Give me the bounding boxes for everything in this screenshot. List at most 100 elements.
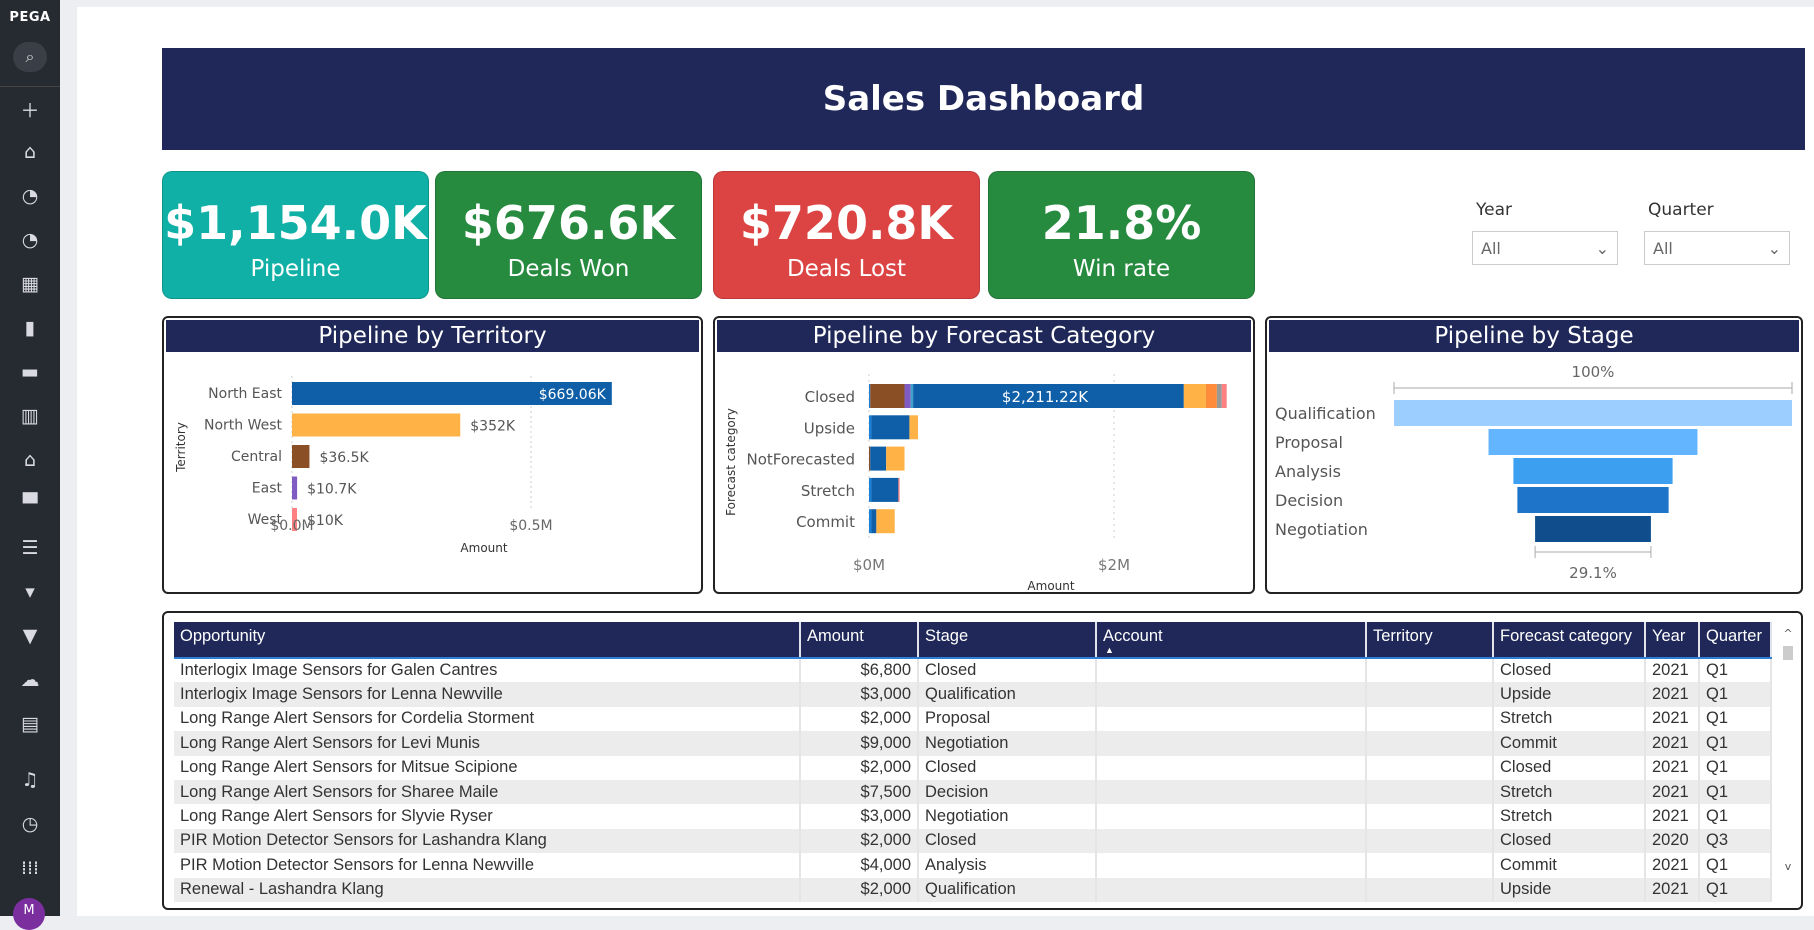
table-cell [1366,706,1494,732]
table-cell: Q1 [1699,731,1772,756]
quarter-dropdown-value: All [1653,239,1673,258]
funnel-icon[interactable]: ▼ [22,625,38,647]
category-label: Upside [804,419,855,437]
table-row[interactable]: PIR Motion Detector Sensors for Lenna Ne… [174,853,1772,878]
y-axis-title: Territory [174,422,188,473]
table-cell: Closed [918,755,1097,780]
scroll-up-icon[interactable]: ^ [1783,627,1793,640]
table-cell: Stretch [1493,706,1646,732]
buildings-icon[interactable]: ▥ [21,405,39,427]
weather-icon[interactable]: ☁ [20,669,40,691]
table-cell: Closed [1493,828,1646,854]
table-cell: Closed [918,658,1097,683]
table-row[interactable]: Long Range Alert Sensors for Sharee Mail… [174,779,1772,805]
folder-icon[interactable]: ▀ [22,493,38,515]
avatar[interactable]: M [13,898,45,930]
opportunities-table: Opportunity Amount Stage Account ▲ Territory F… [174,622,1772,902]
top-percent-label: 100% [1572,363,1615,381]
table-cell: Interlogix Image Sensors for Galen Cantr… [174,658,801,683]
column-header[interactable]: Account ▲ [1096,622,1367,659]
inbox-icon[interactable]: ▬ [21,361,39,383]
stage-chart-panel: Pipeline by Stage 100% Qualification Propo… [1265,316,1803,594]
year-dropdown[interactable]: All ⌄ [1472,231,1618,265]
bar-segment [869,415,872,440]
column-header[interactable]: Opportunity [174,622,801,659]
y-axis-title: Forecast category [724,408,738,516]
bottom-percent-label: 29.1% [1569,564,1617,582]
table-cell: $2,000 [800,706,919,732]
search-icon[interactable]: ⌕ [13,42,47,72]
table-row[interactable]: Renewal - Lashandra Klang $2,000 Qualifica… [174,877,1772,902]
column-header[interactable]: Quarter [1699,622,1772,659]
bar [292,508,297,531]
bar-segment [871,509,877,534]
table-row[interactable]: Long Range Alert Sensors for Levi Munis $… [174,731,1772,756]
kpi-deals-won: $676.6K Deals Won [435,171,702,299]
table-cell: $2,000 [800,877,919,902]
table-cell: 2021 [1645,658,1700,683]
table-cell [1366,853,1494,878]
table-cell [1366,658,1494,683]
stage-label: Qualification [1275,404,1376,423]
table-cell [1366,731,1494,756]
kpi-deals-lost: $720.8K Deals Lost [713,171,980,299]
chart-title: Pipeline by Stage [1269,320,1799,352]
contacts-icon[interactable]: ☰ [21,537,39,559]
house-icon[interactable]: ⌂ [23,449,37,471]
category-label: NotForecasted [746,451,855,469]
table-row[interactable]: Long Range Alert Sensors for Mitsue Scip… [174,755,1772,780]
column-header[interactable]: Stage [918,622,1097,659]
bar-segment [898,477,900,502]
plus-icon[interactable]: ＋ [20,100,40,122]
bell-icon[interactable]: ♫ [21,769,39,791]
column-header[interactable]: Forecast category [1493,622,1646,659]
apps-icon[interactable]: ⁞⁞⁞ [20,857,40,879]
table-cell: Analysis [918,853,1097,878]
table-cell: Negotiation [918,731,1097,756]
tag-icon[interactable]: ▮ [24,317,36,339]
history-icon[interactable]: ◷ [21,813,39,835]
table-scrollbar[interactable]: ^ v [1783,627,1793,897]
bar-segment [1216,384,1222,408]
x-axis-title: Amount [460,541,507,555]
column-header[interactable]: Year [1645,622,1700,659]
flashlight-icon[interactable]: ▾ [25,581,35,603]
pega-logo: PEGA [9,10,51,25]
table-cell [1366,755,1494,780]
grid-icon[interactable]: ▦ [21,273,39,295]
category-label: North West [204,418,283,434]
forecast-chart: Closed Upside NotForecasted Stretch Commit $2… [724,374,1227,592]
table-cell: Renewal - Lashandra Klang [174,877,801,902]
home-icon[interactable]: ⌂ [23,141,37,163]
forecast-chart-panel: Pipeline by Forecast Category Closed Upsi… [713,316,1255,594]
gauge-icon[interactable]: ◔ [21,185,39,207]
quarter-dropdown[interactable]: All ⌄ [1644,231,1790,265]
kpi-pipeline: $1,154.0K Pipeline [162,171,429,299]
gauge-icon-2[interactable]: ◔ [21,229,39,251]
scroll-thumb[interactable] [1783,646,1793,660]
kpi-value: $676.6K [461,196,676,250]
column-header[interactable]: Territory [1366,622,1494,659]
table-row[interactable]: Long Range Alert Sensors for Cordelia St… [174,706,1772,732]
sort-ascending-icon[interactable]: ▲ [1105,645,1114,655]
table-row[interactable]: Interlogix Image Sensors for Galen Cantr… [174,658,1772,683]
table-cell: Closed [1493,755,1646,780]
table-cell: Closed [918,828,1097,854]
table-row[interactable]: Interlogix Image Sensors for Lenna Newvi… [174,682,1772,707]
table-row[interactable]: Long Range Alert Sensors for Slyvie Ryse… [174,804,1772,829]
data-label: $10K [307,513,344,529]
table-row[interactable]: PIR Motion Detector Sensors for Lashandr… [174,828,1772,854]
table-cell: Upside [1493,682,1646,707]
calendar-icon[interactable]: ▤ [21,713,39,735]
table-cell: Stretch [1493,779,1646,805]
table-cell: Upside [1493,877,1646,902]
table-cell [1096,658,1367,683]
column-header[interactable]: Amount [800,622,919,659]
bar-segment [871,477,899,502]
kpi-win-rate: 21.8% Win rate [988,171,1255,299]
table-cell: Q1 [1699,658,1772,683]
stage-funnel-chart: 100% Qualification Proposal Analysis Decisio… [1275,363,1793,582]
kpi-label: Pipeline [250,256,341,282]
scroll-down-icon[interactable]: v [1784,860,1792,873]
bar [292,476,298,500]
